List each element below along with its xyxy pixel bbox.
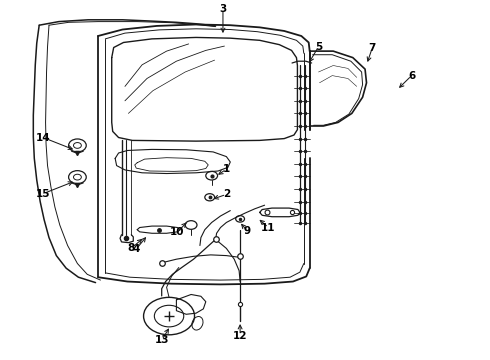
Text: 1: 1: [223, 164, 230, 174]
Text: 14: 14: [36, 132, 50, 143]
Text: 4: 4: [132, 244, 140, 254]
Text: 3: 3: [220, 4, 226, 14]
Text: 11: 11: [261, 222, 276, 233]
Text: 13: 13: [154, 335, 169, 345]
Text: 2: 2: [223, 189, 230, 199]
Text: 7: 7: [368, 42, 376, 53]
Text: 6: 6: [408, 71, 415, 81]
Text: 10: 10: [170, 227, 185, 237]
Text: 8: 8: [128, 243, 135, 253]
Text: 12: 12: [233, 330, 247, 341]
Text: 5: 5: [315, 42, 322, 52]
Text: 9: 9: [244, 226, 251, 236]
Text: 15: 15: [36, 189, 50, 199]
